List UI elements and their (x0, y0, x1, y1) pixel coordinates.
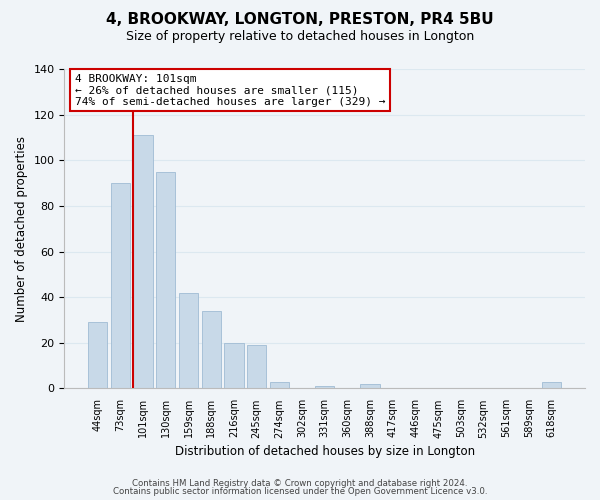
Bar (269, 382, 289, 388)
Bar (247, 345, 266, 389)
Text: Contains HM Land Registry data © Crown copyright and database right 2024.: Contains HM Land Registry data © Crown c… (132, 478, 468, 488)
Text: Contains public sector information licensed under the Open Government Licence v3: Contains public sector information licen… (113, 487, 487, 496)
Bar (88, 322, 107, 388)
Bar (315, 386, 334, 388)
Bar (111, 183, 130, 388)
Text: 4 BROOKWAY: 101sqm
← 26% of detached houses are smaller (115)
74% of semi-detach: 4 BROOKWAY: 101sqm ← 26% of detached hou… (75, 74, 385, 107)
Bar (179, 292, 198, 388)
Text: 4, BROOKWAY, LONGTON, PRESTON, PR4 5BU: 4, BROOKWAY, LONGTON, PRESTON, PR4 5BU (106, 12, 494, 28)
Bar (542, 382, 562, 388)
Bar (361, 384, 380, 388)
X-axis label: Distribution of detached houses by size in Longton: Distribution of detached houses by size … (175, 444, 475, 458)
Text: Size of property relative to detached houses in Longton: Size of property relative to detached ho… (126, 30, 474, 43)
Y-axis label: Number of detached properties: Number of detached properties (15, 136, 28, 322)
Bar (224, 343, 244, 388)
Bar (156, 172, 175, 388)
Bar (133, 135, 153, 388)
Bar (202, 311, 221, 388)
